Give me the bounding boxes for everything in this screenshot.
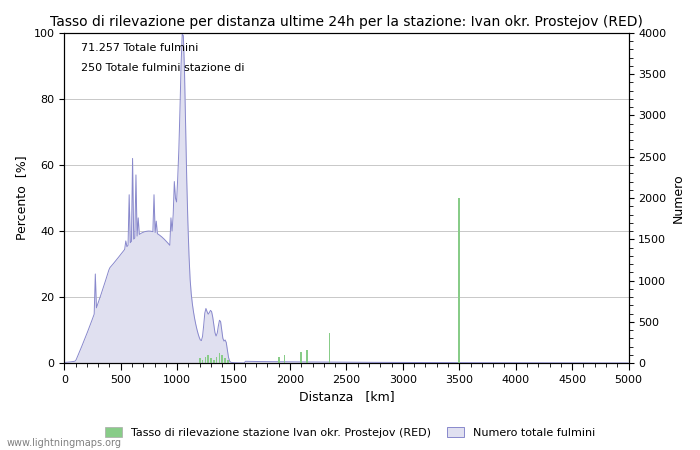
Legend: Tasso di rilevazione stazione Ivan okr. Prostejov (RED), Numero totale fulmini: Tasso di rilevazione stazione Ivan okr. …	[101, 423, 599, 442]
Bar	[218, 353, 220, 363]
Bar	[221, 355, 223, 363]
Title: Tasso di rilevazione per distanza ultime 24h per la stazione: Ivan okr. Prostejo: Tasso di rilevazione per distanza ultime…	[50, 15, 643, 29]
Bar	[207, 355, 209, 363]
Bar	[278, 356, 279, 363]
Bar	[216, 356, 218, 363]
Y-axis label: Percento  [%]: Percento [%]	[15, 156, 28, 240]
Text: www.lightningmaps.org: www.lightningmaps.org	[7, 438, 122, 448]
Text: 71.257 Totale fulmini: 71.257 Totale fulmini	[81, 43, 199, 53]
Bar	[300, 351, 302, 363]
Bar	[284, 355, 285, 363]
Bar	[329, 333, 330, 363]
Bar	[306, 350, 308, 363]
Bar	[224, 358, 226, 363]
Text: 250 Totale fulmini stazione di: 250 Totale fulmini stazione di	[81, 63, 245, 72]
Bar	[199, 358, 201, 363]
Bar	[458, 198, 460, 363]
Y-axis label: Numero: Numero	[672, 173, 685, 223]
Bar	[213, 360, 215, 363]
Bar	[210, 358, 212, 363]
X-axis label: Distanza   [km]: Distanza [km]	[299, 391, 394, 404]
Bar	[227, 360, 229, 363]
Bar	[202, 360, 204, 363]
Bar	[204, 356, 206, 363]
